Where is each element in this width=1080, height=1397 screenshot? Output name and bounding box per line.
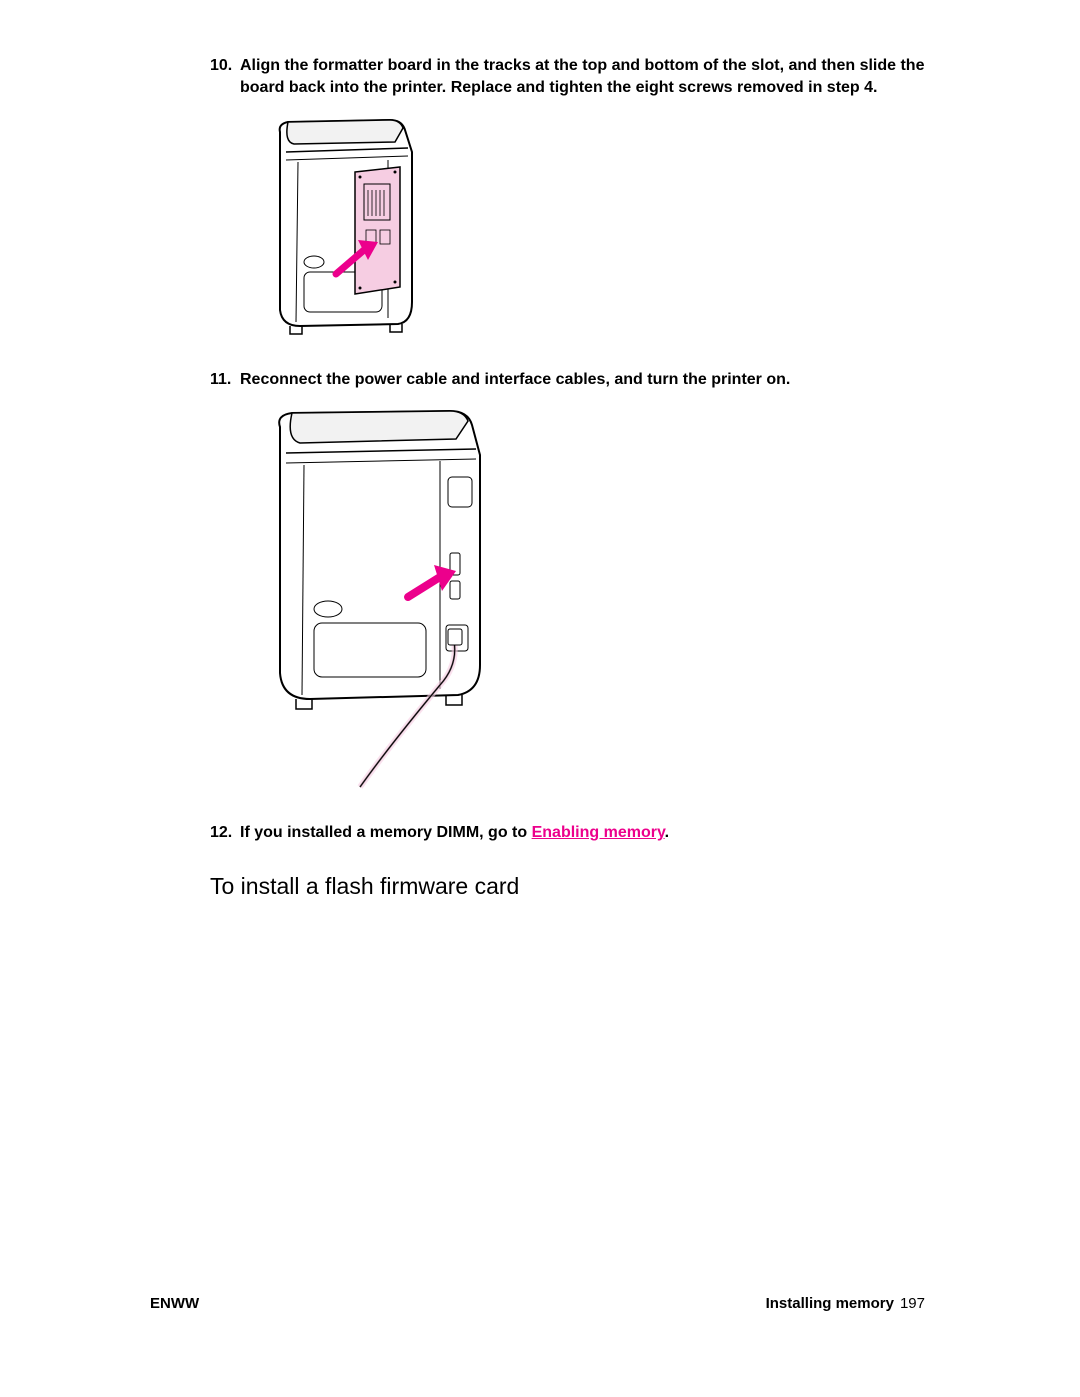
footer-right: Installing memory 197 bbox=[766, 1295, 925, 1312]
enabling-memory-link[interactable]: Enabling memory bbox=[532, 824, 665, 841]
section-heading: To install a flash firmware card bbox=[210, 873, 930, 900]
step-10: 10. Align the formatter board in the tra… bbox=[210, 55, 930, 347]
step-12-prefix: If you installed a memory DIMM, go to bbox=[240, 824, 532, 841]
step-12-suffix: . bbox=[665, 824, 669, 841]
step-11: 11. Reconnect the power cable and interf… bbox=[210, 369, 930, 800]
figure-formatter-board bbox=[240, 112, 930, 347]
footer-left: ENWW bbox=[150, 1295, 199, 1312]
figure-reconnect-cable bbox=[240, 405, 930, 800]
footer-section: Installing memory bbox=[766, 1295, 894, 1312]
page-footer: ENWW Installing memory 197 bbox=[150, 1295, 925, 1312]
page-number: 197 bbox=[900, 1295, 925, 1312]
step-number: 12. bbox=[210, 822, 240, 844]
step-text: Align the formatter board in the tracks … bbox=[240, 55, 930, 98]
step-text: If you installed a memory DIMM, go to En… bbox=[240, 822, 930, 844]
step-12: 12. If you installed a memory DIMM, go t… bbox=[210, 822, 930, 844]
step-number: 10. bbox=[210, 55, 240, 98]
step-number: 11. bbox=[210, 369, 240, 391]
step-text: Reconnect the power cable and interface … bbox=[240, 369, 930, 391]
